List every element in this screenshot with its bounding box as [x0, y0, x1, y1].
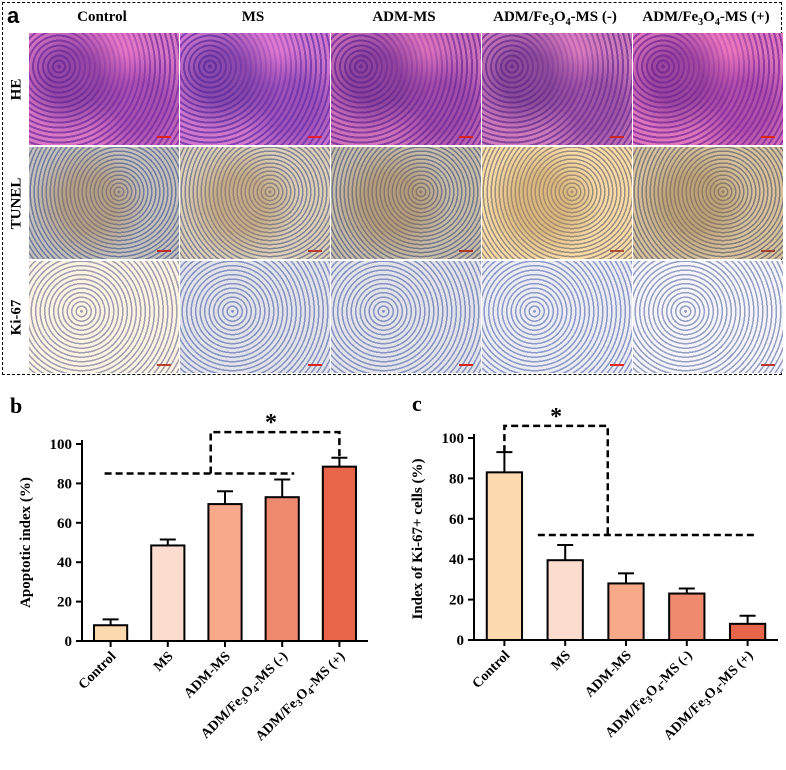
bar	[207, 503, 243, 642]
y-tick-label: 60	[57, 516, 72, 532]
tunel-image-control	[29, 147, 179, 259]
scale-bar	[761, 364, 775, 366]
significance-star: *	[265, 410, 277, 436]
panel-a-label: a	[7, 3, 20, 28]
bar	[546, 559, 584, 642]
scale-bar	[157, 250, 171, 252]
tunel-image-adm-fe3o4-ms-plus	[633, 147, 783, 259]
bar	[321, 465, 357, 642]
ki67-image-control	[29, 261, 179, 373]
significance-star: *	[550, 404, 562, 430]
y-tick-label: 40	[449, 552, 464, 568]
he-image-adm-ms	[331, 33, 481, 145]
row-label-he: HE	[8, 78, 25, 100]
significance-bracket	[503, 424, 610, 535]
bar	[93, 624, 129, 643]
scale-bar	[610, 364, 624, 366]
tunel-image-adm-fe3o4-ms-minus	[482, 147, 632, 259]
row-label-tunel: TUNEL	[8, 177, 25, 229]
x-tick-label: Control	[470, 648, 514, 692]
histology-panel: a Control MS ADM-MS ADM/Fe3O4-MS (-) ADM…	[2, 2, 783, 375]
he-image-adm-fe3o4-ms-minus	[482, 33, 632, 145]
scale-bar	[761, 136, 775, 138]
tunel-image-adm-ms	[331, 147, 481, 259]
scale-bar	[610, 136, 624, 138]
bar	[728, 622, 767, 641]
y-tick-label: 100	[442, 431, 465, 447]
y-tick-label: 20	[449, 593, 464, 609]
x-tick-label: MS	[151, 649, 177, 675]
y-tick-label: 20	[57, 595, 72, 611]
x-tick-label: MS	[549, 648, 575, 674]
y-tick-label: 40	[57, 555, 72, 571]
scale-bar	[761, 250, 775, 252]
bar	[668, 592, 706, 641]
bar	[150, 544, 186, 642]
ki67-image-ms	[180, 261, 330, 373]
scale-bar	[157, 364, 171, 366]
bar	[485, 471, 524, 641]
panel-c-label: c	[412, 391, 422, 416]
scale-bar	[459, 136, 473, 138]
column-header-adm-fe3o4-ms-plus: ADM/Fe3O4-MS (+)	[642, 9, 770, 28]
y-tick-label: 0	[457, 633, 465, 649]
y-axis-label: Apoptotic index (%)	[18, 477, 34, 608]
bar	[264, 496, 300, 642]
column-header-ms: MS	[241, 9, 265, 25]
y-tick-label: 80	[57, 476, 72, 492]
y-axis-label: Index of Ki-67+ cells (%)	[410, 458, 426, 619]
x-tick-label: ADM-MS	[181, 649, 234, 702]
charts-area: b 0 20 40 60 80 100 Apoptotic index (%) Control M…	[10, 391, 778, 744]
y-tick-label: 80	[449, 471, 464, 487]
scale-bar	[308, 250, 322, 252]
y-tick-label: 0	[65, 634, 73, 650]
scale-bar	[308, 136, 322, 138]
scale-bar	[459, 364, 473, 366]
scale-bar	[308, 364, 322, 366]
panel-b-label: b	[10, 393, 22, 418]
he-image-control	[29, 33, 179, 145]
y-tick-label: 100	[50, 437, 73, 453]
y-tick-label: 60	[449, 512, 464, 528]
ki67-image-adm-ms	[331, 261, 481, 373]
column-header-adm-fe3o4-ms-minus: ADM/Fe3O4-MS (-)	[493, 9, 617, 28]
x-tick-label: ADM-MS	[582, 648, 635, 701]
tunel-image-ms	[180, 147, 330, 259]
he-image-ms	[180, 33, 330, 145]
ki67-image-adm-fe3o4-ms-plus	[633, 261, 783, 373]
ki67-image-adm-fe3o4-ms-minus	[482, 261, 632, 373]
scale-bar	[459, 250, 473, 252]
column-header-control: Control	[77, 9, 127, 25]
he-image-adm-fe3o4-ms-plus	[633, 33, 783, 145]
scale-bar	[157, 136, 171, 138]
x-tick-label: Control	[76, 649, 120, 693]
column-header-adm-ms: ADM-MS	[372, 9, 436, 25]
bar	[607, 582, 645, 642]
significance-bracket	[209, 430, 341, 474]
row-label-ki67: Ki-67	[8, 299, 25, 335]
scale-bar	[610, 250, 624, 252]
